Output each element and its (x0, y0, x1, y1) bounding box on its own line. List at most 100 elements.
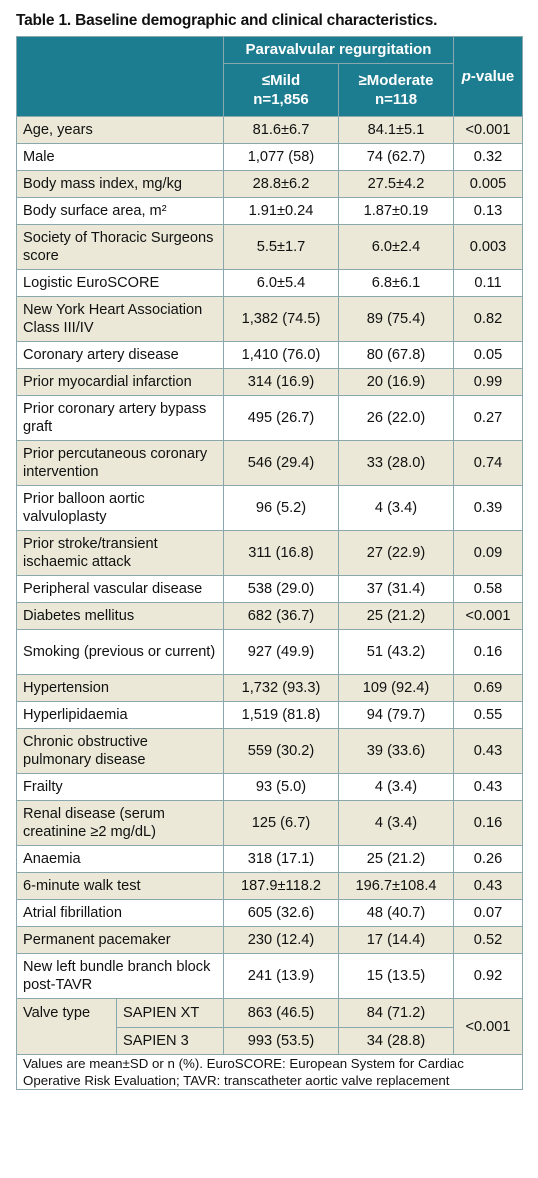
cell-moderate: 89 (75.4) (338, 296, 454, 342)
table-row: Atrial fibrillation 605 (32.6) 48 (40.7) 0.… (16, 899, 523, 927)
table-row: Hypertension 1,732 (93.3) 109 (92.4) 0.69 (16, 674, 523, 702)
row-label: Body mass index, mg/kg (16, 170, 224, 198)
cell-mild: 993 (53.5) (223, 1027, 339, 1055)
table-row: Prior percutaneous coronary intervention… (16, 440, 523, 486)
header-mild-label: ≤Mild (261, 72, 301, 89)
row-label: Hyperlipidaemia (16, 701, 224, 729)
header-group-label: Paravalvular regurgitation (223, 36, 454, 64)
cell-moderate: 27.5±4.2 (338, 170, 454, 198)
cell-moderate: 1.87±0.19 (338, 197, 454, 225)
row-label: Peripheral vascular disease (16, 575, 224, 603)
valve-type-subrow: Valve type SAPIEN XT SAPIEN 3 863 (46.5) 84 … (16, 998, 523, 1055)
cell-mild: 314 (16.9) (223, 368, 339, 396)
table-row: Body mass index, mg/kg 28.8±6.2 27.5±4.2 0.… (16, 170, 523, 198)
cell-moderate: 109 (92.4) (338, 674, 454, 702)
cell-pvalue: 0.69 (453, 674, 523, 702)
table-row: 6-minute walk test 187.9±118.2 196.7±108.4… (16, 872, 523, 900)
table-row: Logistic EuroSCORE 6.0±5.4 6.8±6.1 0.11 (16, 269, 523, 297)
cell-pvalue: 0.27 (453, 395, 523, 441)
cell-mild: 1,382 (74.5) (223, 296, 339, 342)
cell-moderate: 17 (14.4) (338, 926, 454, 954)
cell-moderate: 84 (71.2) (338, 998, 454, 1028)
cell-mild: 187.9±118.2 (223, 872, 339, 900)
table-row: Smoking (previous or current) 927 (49.9) 5… (16, 629, 523, 675)
cell-moderate: 33 (28.0) (338, 440, 454, 486)
cell-moderate: 15 (13.5) (338, 953, 454, 999)
cell-pvalue: 0.11 (453, 269, 523, 297)
row-label: Prior coronary artery bypass graft (16, 395, 224, 441)
cell-pvalue: 0.82 (453, 296, 523, 342)
cell-moderate: 4 (3.4) (338, 485, 454, 531)
cell-pvalue: 0.58 (453, 575, 523, 603)
cell-moderate: 25 (21.2) (338, 845, 454, 873)
table-row: Society of Thoracic Surgeons score 5.5±1.… (16, 224, 523, 270)
header-pvalue-italic: p (461, 67, 471, 85)
cell-mild: 96 (5.2) (223, 485, 339, 531)
table-row: Diabetes mellitus 682 (36.7) 25 (21.2) <0.0… (16, 602, 523, 630)
cell-moderate: 39 (33.6) (338, 728, 454, 774)
table-row: Renal disease (serum creatinine ≥2 mg/dL… (16, 800, 523, 846)
table-row: Frailty 93 (5.0) 4 (3.4) 0.43 (16, 773, 523, 801)
cell-mild: 28.8±6.2 (223, 170, 339, 198)
valve-subrow-label: SAPIEN XT (117, 999, 223, 1028)
header-pvalue: p-value (453, 36, 523, 117)
table-row: Peripheral vascular disease 538 (29.0) 37 … (16, 575, 523, 603)
cell-mild: 1.91±0.24 (223, 197, 339, 225)
cell-mild: 93 (5.0) (223, 773, 339, 801)
cell-moderate: 196.7±108.4 (338, 872, 454, 900)
cell-mild: 6.0±5.4 (223, 269, 339, 297)
header-mild-n: n=1,856 (253, 91, 309, 108)
cell-moderate: 74 (62.7) (338, 143, 454, 171)
cell-moderate: 34 (28.8) (338, 1027, 454, 1055)
cell-mild: 538 (29.0) (223, 575, 339, 603)
cell-pvalue: 0.26 (453, 845, 523, 873)
row-label: Body surface area, m² (16, 197, 224, 225)
table-row: Prior balloon aortic valvuloplasty 96 (5.… (16, 485, 523, 531)
cell-mild: 559 (30.2) (223, 728, 339, 774)
cell-mild: 318 (17.1) (223, 845, 339, 873)
cell-mild: 1,732 (93.3) (223, 674, 339, 702)
row-label: Prior balloon aortic valvuloplasty (16, 485, 224, 531)
cell-mild: 495 (26.7) (223, 395, 339, 441)
table-row: Prior myocardial infarction 314 (16.9) 20 … (16, 368, 523, 396)
table-row: Coronary artery disease 1,410 (76.0) 80 (6… (16, 341, 523, 369)
cell-pvalue: 0.16 (453, 629, 523, 675)
table-row: Male 1,077 (58) 74 (62.7) 0.32 (16, 143, 523, 171)
header-moderate-label: ≥Moderate (358, 72, 434, 89)
cell-mild: 682 (36.7) (223, 602, 339, 630)
cell-pvalue: 0.005 (453, 170, 523, 198)
valve-subrow-label: SAPIEN 3 (123, 1033, 189, 1049)
cell-pvalue: 0.32 (453, 143, 523, 171)
cell-mild: 1,519 (81.8) (223, 701, 339, 729)
row-label: Society of Thoracic Surgeons score (16, 224, 224, 270)
valve-type-label: Valve type (17, 999, 117, 1054)
row-label: Permanent pacemaker (16, 926, 224, 954)
cell-moderate: 27 (22.9) (338, 530, 454, 576)
cell-mild: 5.5±1.7 (223, 224, 339, 270)
row-label: Chronic obstructive pulmonary disease (16, 728, 224, 774)
row-label: Hypertension (16, 674, 224, 702)
row-label: New left bundle branch block post-TAVR (16, 953, 224, 999)
table-row: Body surface area, m² 1.91±0.24 1.87±0.19 0… (16, 197, 523, 225)
cell-mild: 125 (6.7) (223, 800, 339, 846)
cell-moderate: 4 (3.4) (338, 773, 454, 801)
cell-moderate: 37 (31.4) (338, 575, 454, 603)
row-label: Frailty (16, 773, 224, 801)
valve-type-label-cell: Valve type SAPIEN XT SAPIEN 3 (16, 998, 224, 1055)
cell-moderate: 26 (22.0) (338, 395, 454, 441)
cell-moderate: 84.1±5.1 (338, 116, 454, 144)
cell-pvalue: 0.16 (453, 800, 523, 846)
cell-moderate: 20 (16.9) (338, 368, 454, 396)
cell-pvalue: 0.99 (453, 368, 523, 396)
table-row: Age, years 81.6±6.7 84.1±5.1 <0.001 (16, 116, 523, 144)
table-row: Permanent pacemaker 230 (12.4) 17 (14.4) 0.… (16, 926, 523, 954)
header-mild: ≤Mild n=1,856 (223, 63, 339, 117)
page: Table 1. Baseline demographic and clinic… (16, 12, 523, 1090)
cell-moderate: 51 (43.2) (338, 629, 454, 675)
cell-moderate: 94 (79.7) (338, 701, 454, 729)
cell-mild: 927 (49.9) (223, 629, 339, 675)
row-label: Coronary artery disease (16, 341, 224, 369)
row-label: Age, years (16, 116, 224, 144)
cell-mild: 81.6±6.7 (223, 116, 339, 144)
row-label: Male (16, 143, 224, 171)
